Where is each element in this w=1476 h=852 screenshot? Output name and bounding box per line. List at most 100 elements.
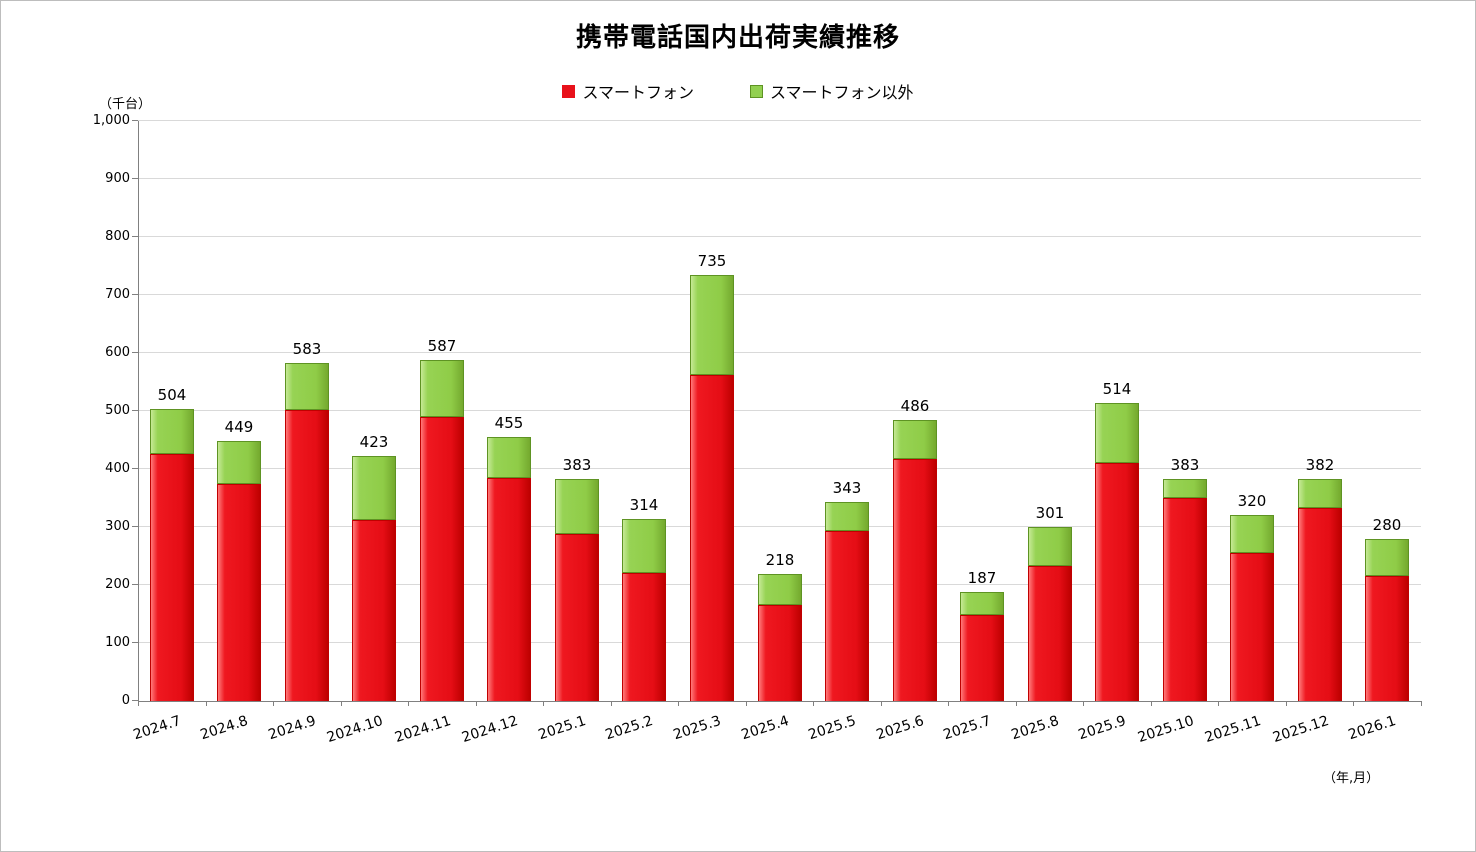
bar-total-label: 449	[224, 418, 254, 436]
gridline	[138, 468, 1421, 469]
bar-other-segment	[285, 363, 329, 410]
bar-other-segment	[1028, 527, 1072, 566]
legend-item-other: スマートフォン以外	[750, 79, 914, 103]
bar-smartphone-segment	[1230, 553, 1274, 701]
bar-total-label: 583	[292, 340, 322, 358]
y-axis-line	[138, 121, 139, 702]
y-tick-label: 100	[105, 635, 130, 650]
bar-other-segment	[1365, 539, 1409, 576]
y-axis-tick	[132, 700, 138, 701]
y-axis-tick	[132, 526, 138, 527]
bar-smartphone-segment	[1365, 576, 1409, 701]
bar-total-label: 455	[494, 414, 524, 432]
x-axis-tick	[206, 701, 207, 706]
other-swatch-icon	[750, 84, 763, 98]
bar-other-segment	[758, 574, 802, 605]
bar-smartphone-segment	[690, 375, 734, 701]
bar-other-segment	[1163, 479, 1207, 498]
bar-total-label: 218	[765, 551, 795, 569]
bar-total-label: 314	[629, 496, 659, 514]
x-axis-tick	[813, 701, 814, 706]
y-axis-tick	[132, 642, 138, 643]
bar-smartphone-segment	[487, 478, 531, 701]
y-tick-label: 400	[105, 461, 130, 476]
bar-smartphone-segment	[285, 410, 329, 701]
bar-other-segment	[690, 275, 734, 375]
y-axis-tick	[132, 120, 138, 121]
bar-other-segment	[217, 441, 261, 484]
bar-total-label: 280	[1372, 516, 1402, 534]
bar-other-segment	[487, 437, 531, 478]
bar-other-segment	[622, 519, 666, 573]
gridline	[138, 352, 1421, 353]
bar-smartphone-segment	[1095, 463, 1139, 701]
x-axis-tick	[273, 701, 274, 706]
bar-total-label: 301	[1035, 504, 1065, 522]
bar-other-segment	[150, 409, 194, 454]
x-axis-tick	[476, 701, 477, 706]
bar-total-label: 320	[1237, 492, 1267, 510]
y-axis-tick	[132, 352, 138, 353]
y-tick-label: 900	[105, 171, 130, 186]
legend-label-other: スマートフォン以外	[770, 83, 914, 102]
x-axis-tick	[341, 701, 342, 706]
bar-smartphone-segment	[960, 615, 1004, 701]
legend-item-smartphone: スマートフォン	[562, 79, 694, 103]
bar-total-label: 343	[832, 479, 862, 497]
x-axis-tick	[138, 701, 139, 706]
y-tick-label: 300	[105, 519, 130, 534]
bar-smartphone-segment	[758, 605, 802, 701]
x-axis-tick	[948, 701, 949, 706]
y-axis-unit-label: （千台）	[99, 97, 152, 112]
y-axis-tick	[132, 236, 138, 237]
gridline	[138, 410, 1421, 411]
chart-title: 携帯電話国内出荷実績推移	[575, 23, 900, 53]
x-axis-tick	[543, 701, 544, 706]
y-axis-tick	[132, 584, 138, 585]
bar-total-label: 187	[967, 569, 997, 587]
x-axis-tick	[881, 701, 882, 706]
x-axis-tick	[1083, 701, 1084, 706]
x-axis-tick	[1421, 701, 1422, 706]
gridline	[138, 236, 1421, 237]
legend: スマートフォン スマートフォン以外	[1, 79, 1475, 103]
y-tick-label: 700	[105, 287, 130, 302]
bar-other-segment	[1230, 515, 1274, 553]
x-axis-tick	[1286, 701, 1287, 706]
bar-smartphone-segment	[217, 484, 261, 701]
bar-smartphone-segment	[622, 573, 666, 701]
bar-other-segment	[420, 360, 464, 417]
bar-smartphone-segment	[893, 459, 937, 701]
gridline	[138, 178, 1421, 179]
x-axis-tick	[611, 701, 612, 706]
bar-other-segment	[555, 479, 599, 534]
bar-total-label: 423	[359, 433, 389, 451]
legend-label-smartphone: スマートフォン	[582, 83, 694, 102]
bar-smartphone-segment	[1028, 566, 1072, 701]
gridline	[138, 294, 1421, 295]
x-axis-tick	[1016, 701, 1017, 706]
bar-total-label: 514	[1102, 380, 1132, 398]
gridline	[138, 526, 1421, 527]
x-axis-line	[138, 701, 1421, 702]
gridline	[138, 120, 1421, 121]
x-axis-unit-label: （年,月）	[1323, 771, 1380, 786]
bar-other-segment	[893, 420, 937, 459]
x-axis-tick	[408, 701, 409, 706]
x-axis-tick	[1218, 701, 1219, 706]
y-tick-label: 1,000	[92, 113, 130, 128]
bar-total-label: 383	[1170, 456, 1200, 474]
y-tick-label: 600	[105, 345, 130, 360]
y-tick-label: 0	[121, 693, 130, 708]
bar-smartphone-segment	[825, 531, 869, 701]
y-axis-tick	[132, 410, 138, 411]
bar-other-segment	[352, 456, 396, 520]
y-tick-label: 200	[105, 577, 130, 592]
smartphone-swatch-icon	[562, 84, 576, 98]
bar-total-label: 383	[562, 456, 592, 474]
bar-smartphone-segment	[1163, 498, 1207, 701]
bar-total-label: 382	[1305, 456, 1335, 474]
bar-total-label: 486	[900, 397, 930, 415]
bar-smartphone-segment	[150, 454, 194, 701]
